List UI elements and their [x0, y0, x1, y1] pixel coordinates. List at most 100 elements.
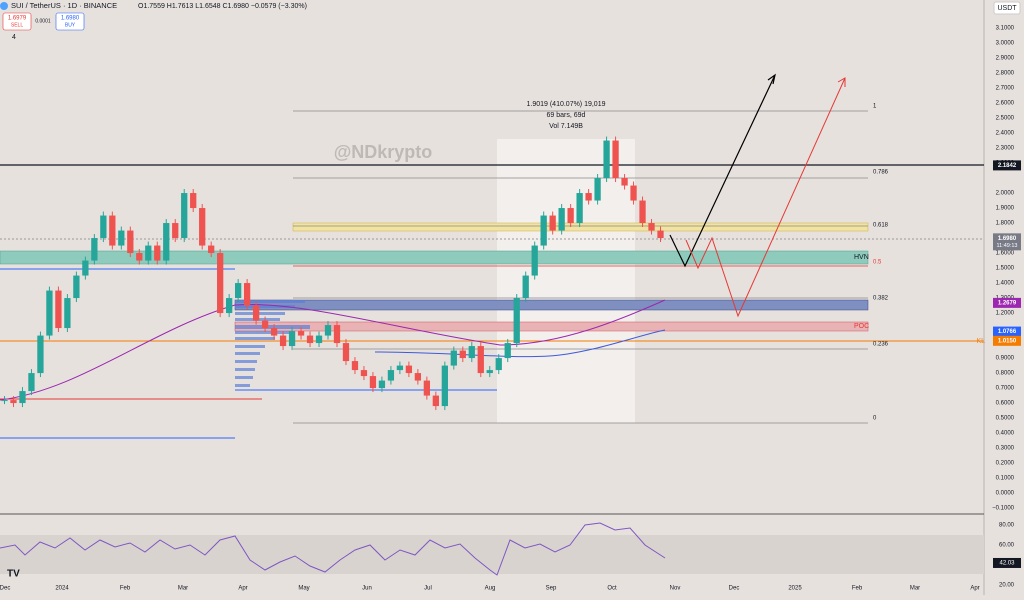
- candle: [46, 290, 53, 336]
- y-tick-label: 0.5000: [996, 416, 1015, 422]
- candle: [82, 260, 89, 276]
- candle: [558, 208, 565, 231]
- candle: [279, 335, 287, 347]
- fib-label: 0.5: [873, 260, 882, 266]
- price-marker: [993, 326, 1021, 337]
- currency: USDT: [997, 5, 1017, 12]
- candle: [145, 245, 152, 261]
- y-tick-label: 2.3000: [996, 146, 1015, 152]
- candle: [540, 215, 547, 246]
- zone-label: HVN: [854, 254, 869, 261]
- price-marker-label: 1.0150: [998, 338, 1017, 344]
- y-tick-label: 0.2000: [996, 461, 1015, 467]
- x-tick-label: Jun: [362, 586, 372, 592]
- candle: [522, 275, 529, 299]
- zone-618: [292, 222, 869, 232]
- candle: [369, 376, 377, 389]
- candle: [208, 245, 215, 254]
- rsi-marker-label: 42.03: [999, 561, 1015, 567]
- sell-price: 1.6979: [8, 16, 27, 22]
- fib-label: 0.786: [873, 170, 889, 176]
- buy-price: 1.6980: [61, 16, 80, 22]
- candle: [450, 350, 457, 366]
- candle: [252, 305, 260, 321]
- price-marker-label: 1.6980: [998, 236, 1017, 242]
- candle: [163, 223, 170, 261]
- candle: [154, 245, 161, 261]
- y-tick-label: 1.8000: [996, 221, 1015, 227]
- ma-line: [374, 329, 666, 358]
- symbol-icon: [0, 2, 8, 10]
- price-marker: [993, 233, 1021, 251]
- candle: [55, 290, 62, 329]
- candle: [100, 215, 107, 239]
- candle: [109, 215, 116, 246]
- y-tick-label: 3.1000: [996, 26, 1015, 32]
- x-tick-label: Jul: [424, 586, 432, 592]
- candle: [549, 215, 556, 231]
- candle: [226, 298, 233, 314]
- y-tick-label: 2.5000: [996, 116, 1015, 122]
- price-marker-label: 1.2679: [998, 300, 1017, 306]
- ma-line: [0, 299, 666, 401]
- candle: [405, 365, 413, 374]
- x-tick-label: Dec: [729, 586, 740, 592]
- rsi-tick-label: 60.00: [999, 543, 1015, 549]
- x-tick-label: Apr: [238, 586, 247, 592]
- sell-label: SELL: [11, 22, 23, 28]
- price-marker: [993, 160, 1021, 171]
- candle: [495, 358, 502, 371]
- y-tick-label: 3.0000: [996, 41, 1015, 47]
- buy-label: BUY: [65, 22, 76, 28]
- candle: [351, 361, 359, 371]
- watermark: @NDkrypto: [334, 142, 433, 162]
- candle: [657, 230, 664, 239]
- fib-label: 0: [873, 416, 877, 422]
- y-tick-label: 2.7000: [996, 86, 1015, 92]
- candle: [414, 373, 422, 381]
- y-tick-label: −0.1000: [992, 506, 1015, 512]
- candle: [423, 380, 431, 396]
- x-tick-label: Dec: [0, 586, 10, 592]
- candle: [127, 230, 134, 254]
- candle: [630, 185, 637, 201]
- rsi-tick-label: 20.00: [999, 583, 1015, 589]
- x-tick-label: Apr: [970, 586, 979, 592]
- y-tick-label: 0.9000: [996, 356, 1015, 362]
- candle: [486, 370, 493, 374]
- candle: [172, 223, 179, 239]
- candle: [324, 325, 332, 336]
- y-tick-label: 1.5000: [996, 266, 1015, 272]
- candle: [594, 178, 601, 201]
- candle: [19, 391, 26, 404]
- symbol: SUI / TetherUS · 1D · BINANCE: [11, 1, 117, 10]
- y-tick-label: 0.7000: [996, 386, 1015, 392]
- x-tick-label: Feb: [120, 586, 131, 592]
- sell-button[interactable]: [2, 12, 32, 31]
- rsi-marker: [993, 557, 1021, 568]
- fib-label: 0.618: [873, 223, 889, 229]
- currency-button[interactable]: [993, 1, 1021, 15]
- countdown: 11:49:13: [996, 243, 1017, 249]
- zone-label: POC: [854, 323, 869, 330]
- y-tick-label: 0.0000: [996, 491, 1015, 497]
- candle: [181, 193, 188, 239]
- y-tick-label: 0.1000: [996, 476, 1015, 482]
- spread: 0.0001: [35, 18, 51, 24]
- measure-text: Vol 7.149B: [549, 123, 583, 130]
- x-tick-label: Sep: [546, 586, 557, 592]
- y-tick-label: 1.4000: [996, 281, 1015, 287]
- candle: [585, 193, 592, 201]
- candle: [73, 275, 80, 299]
- y-tick-label: 0.6000: [996, 401, 1015, 407]
- measure-text: 1.9019 (410.07%) 19,019: [526, 101, 605, 108]
- candle: [441, 365, 448, 407]
- fib-label: 0.382: [873, 296, 889, 302]
- rsi-tick-label: 80.00: [999, 523, 1015, 529]
- buy-button[interactable]: [55, 12, 85, 31]
- candle: [217, 253, 224, 314]
- rsi-band: [0, 535, 984, 574]
- y-tick-label: 2.6000: [996, 101, 1015, 107]
- candle: [91, 238, 98, 261]
